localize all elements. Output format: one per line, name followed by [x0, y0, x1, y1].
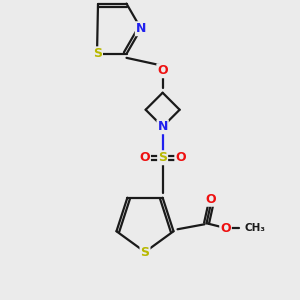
Text: O: O	[175, 151, 186, 164]
Text: O: O	[139, 151, 150, 164]
Text: S: S	[93, 47, 102, 60]
Text: S: S	[140, 245, 149, 259]
Text: O: O	[220, 222, 231, 235]
Text: S: S	[158, 151, 167, 164]
Text: N: N	[136, 22, 146, 35]
Text: N: N	[158, 120, 168, 133]
Text: O: O	[205, 193, 216, 206]
Text: CH₃: CH₃	[244, 223, 266, 233]
Text: O: O	[157, 64, 168, 77]
